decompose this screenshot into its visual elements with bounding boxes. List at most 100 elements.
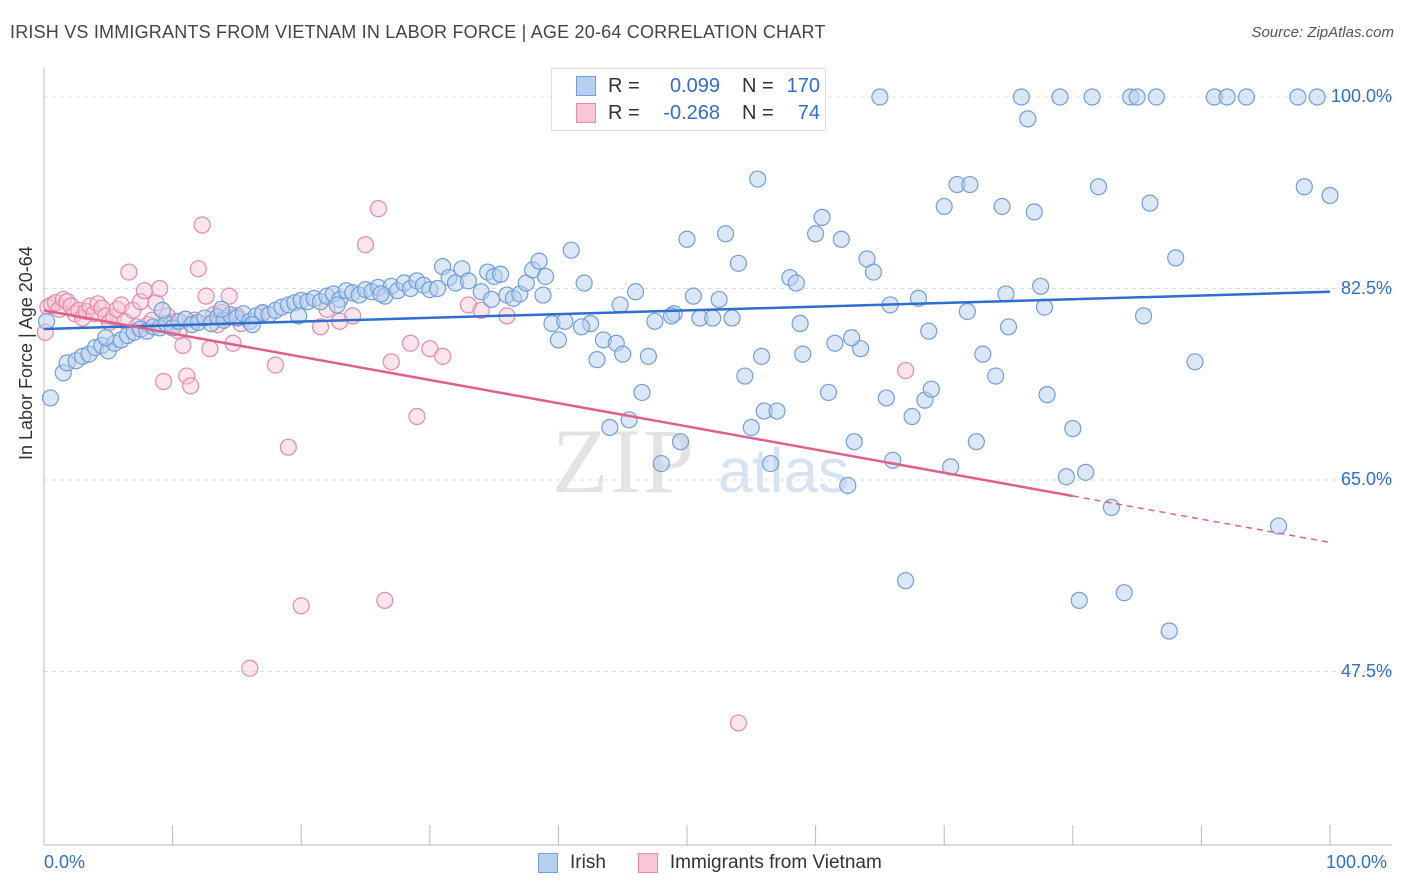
irish-point bbox=[958, 302, 976, 321]
trend-lines bbox=[43, 290, 1331, 544]
vietnam-point bbox=[201, 340, 219, 358]
irish-point bbox=[997, 285, 1015, 303]
vietnam-point bbox=[266, 356, 285, 374]
x-tick-max: 100.0% bbox=[1326, 852, 1388, 872]
legend-r-label: R = bbox=[608, 101, 640, 124]
irish-point bbox=[556, 312, 574, 330]
irish-point bbox=[1237, 88, 1256, 106]
irish-point bbox=[845, 433, 863, 451]
chart-title: IRISH VS IMMIGRANTS FROM VIETNAM IN LABO… bbox=[10, 22, 826, 42]
irish-point bbox=[826, 334, 844, 352]
irish-point bbox=[1051, 88, 1069, 106]
legend-n-value: 170 bbox=[786, 74, 820, 97]
irish-point bbox=[534, 286, 552, 304]
vietnam-point bbox=[376, 591, 394, 609]
irish-point bbox=[742, 418, 760, 437]
vietnam-point bbox=[382, 353, 400, 371]
vietnam-point bbox=[174, 336, 192, 355]
irish-point bbox=[749, 170, 767, 188]
legend-n-value: 74 bbox=[797, 101, 820, 124]
irish-point bbox=[710, 290, 728, 309]
irish-points bbox=[37, 88, 1339, 640]
irish-point bbox=[562, 241, 580, 259]
vietnam-point bbox=[434, 347, 452, 365]
vietnam-point bbox=[311, 318, 330, 336]
irish-point bbox=[1218, 88, 1236, 106]
irish-point bbox=[1128, 88, 1146, 106]
irish-point bbox=[639, 347, 658, 365]
irish-point bbox=[729, 254, 748, 272]
vietnam-point bbox=[135, 282, 153, 300]
vietnam-point bbox=[151, 279, 169, 298]
irish-point bbox=[877, 389, 895, 407]
legend-r-label: R = bbox=[608, 74, 640, 97]
irish-point bbox=[482, 290, 501, 309]
irish-point bbox=[243, 316, 261, 334]
vietnam-point bbox=[369, 200, 387, 218]
irish-point bbox=[428, 279, 447, 298]
vietnam-point bbox=[292, 597, 310, 615]
irish-point bbox=[1032, 277, 1050, 295]
irish-point bbox=[41, 389, 60, 407]
irish-point bbox=[1289, 88, 1307, 106]
vietnam-swatch bbox=[637, 853, 658, 873]
irish-point bbox=[536, 267, 555, 286]
vietnam-point bbox=[408, 407, 426, 426]
irish-point bbox=[588, 351, 606, 369]
irish-point bbox=[1186, 353, 1204, 371]
irish-point bbox=[1141, 194, 1159, 212]
vietnam-legend-label: Immigrants from Vietnam bbox=[669, 852, 882, 873]
irish-point bbox=[704, 309, 722, 327]
irish-point bbox=[549, 331, 568, 349]
irish-point bbox=[1057, 468, 1075, 486]
vietnam-point bbox=[193, 216, 211, 234]
irish-point bbox=[832, 230, 850, 248]
irish-point bbox=[1167, 249, 1185, 267]
irish-point bbox=[633, 383, 651, 402]
irish-point bbox=[987, 367, 1005, 385]
irish-point bbox=[646, 312, 664, 330]
irish-point bbox=[787, 274, 805, 292]
irish-point bbox=[1019, 110, 1037, 128]
y-tick-label: 65.0% bbox=[1340, 469, 1392, 489]
legend: R = 0.099 N = 170 R = -0.268 N = 74 bbox=[551, 68, 826, 131]
gridlines bbox=[44, 96, 1392, 672]
vietnam-point bbox=[182, 377, 200, 395]
irish-point bbox=[1025, 203, 1043, 221]
vietnam-point bbox=[729, 714, 748, 732]
irish-point bbox=[1308, 88, 1326, 106]
irish-point bbox=[572, 318, 591, 336]
vietnam-point bbox=[279, 438, 297, 456]
x-tick-min: 0.0% bbox=[44, 852, 86, 872]
irish-swatch bbox=[576, 76, 596, 96]
legend-row-irish: R = 0.099 N = 170 bbox=[576, 73, 820, 99]
irish-point bbox=[839, 476, 857, 495]
irish-point bbox=[864, 263, 883, 281]
vietnam-point bbox=[178, 367, 196, 385]
irish-point bbox=[761, 454, 780, 473]
vietnam-point bbox=[401, 334, 420, 352]
vietnam-point bbox=[120, 263, 138, 281]
vietnam-point bbox=[189, 260, 207, 278]
irish-point bbox=[920, 322, 938, 340]
irish-point bbox=[678, 230, 696, 248]
irish-point bbox=[819, 383, 838, 402]
irish-point bbox=[1160, 622, 1178, 640]
irish-point bbox=[575, 274, 593, 292]
y-tick-label: 82.5% bbox=[1340, 277, 1392, 298]
irish-point bbox=[903, 407, 921, 426]
irish-point bbox=[614, 345, 632, 363]
irish-point bbox=[611, 296, 629, 314]
bottom-legend-irish: Irish bbox=[538, 852, 606, 874]
irish-point bbox=[1269, 517, 1288, 535]
irish-point bbox=[716, 225, 735, 243]
vietnam-point bbox=[472, 301, 490, 319]
irish-point bbox=[1070, 591, 1088, 609]
bottom-legend: Irish Immigrants from Vietnam bbox=[538, 852, 914, 874]
irish-point bbox=[290, 307, 308, 325]
vietnam-point bbox=[241, 659, 259, 677]
irish-point bbox=[993, 197, 1011, 216]
vietnam-point bbox=[897, 361, 915, 380]
vietnam-point bbox=[220, 287, 238, 305]
